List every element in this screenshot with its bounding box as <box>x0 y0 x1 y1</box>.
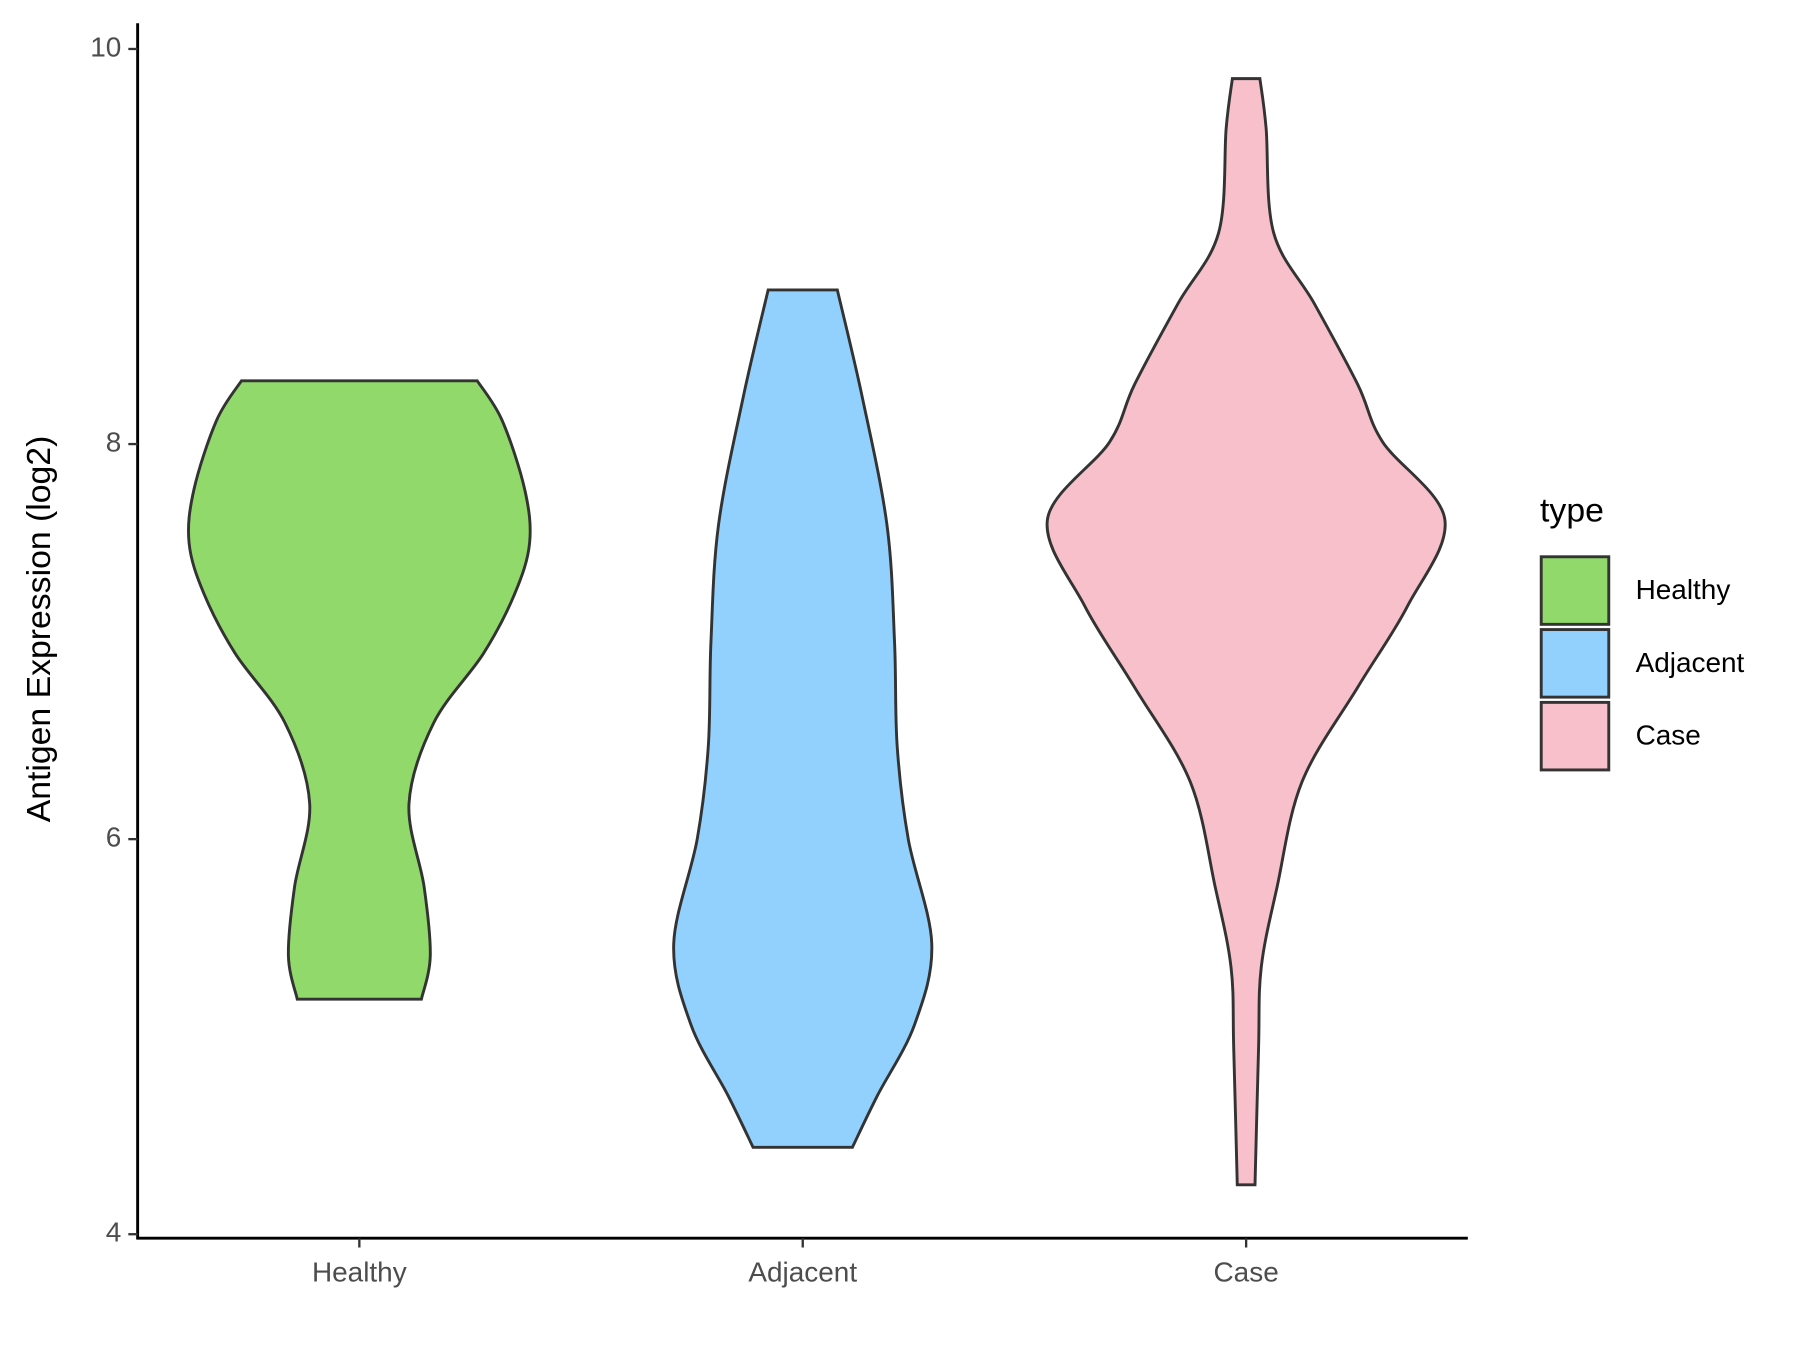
legend-key <box>1539 700 1611 772</box>
y-tick-label: 4 <box>106 1217 122 1248</box>
violin <box>1045 77 1447 1187</box>
legend-label: Healthy <box>1636 574 1731 605</box>
y-tick-label: 8 <box>106 426 122 457</box>
y-axis-label: Antigen Expression (log2) <box>20 436 58 823</box>
legend-title: type <box>1540 491 1604 529</box>
x-tick-label: Healthy <box>312 1257 407 1288</box>
legend-key <box>1539 555 1611 626</box>
x-tick-label: Case <box>1214 1257 1279 1288</box>
violin <box>187 379 532 1001</box>
legend-label: Adjacent <box>1636 647 1745 678</box>
x-tick-label: Adjacent <box>748 1257 857 1288</box>
y-tick-label: 6 <box>106 822 122 853</box>
legend-label: Case <box>1636 720 1701 751</box>
legend-key <box>1539 628 1611 699</box>
violin <box>672 288 934 1149</box>
y-tick-label: 10 <box>90 31 121 62</box>
